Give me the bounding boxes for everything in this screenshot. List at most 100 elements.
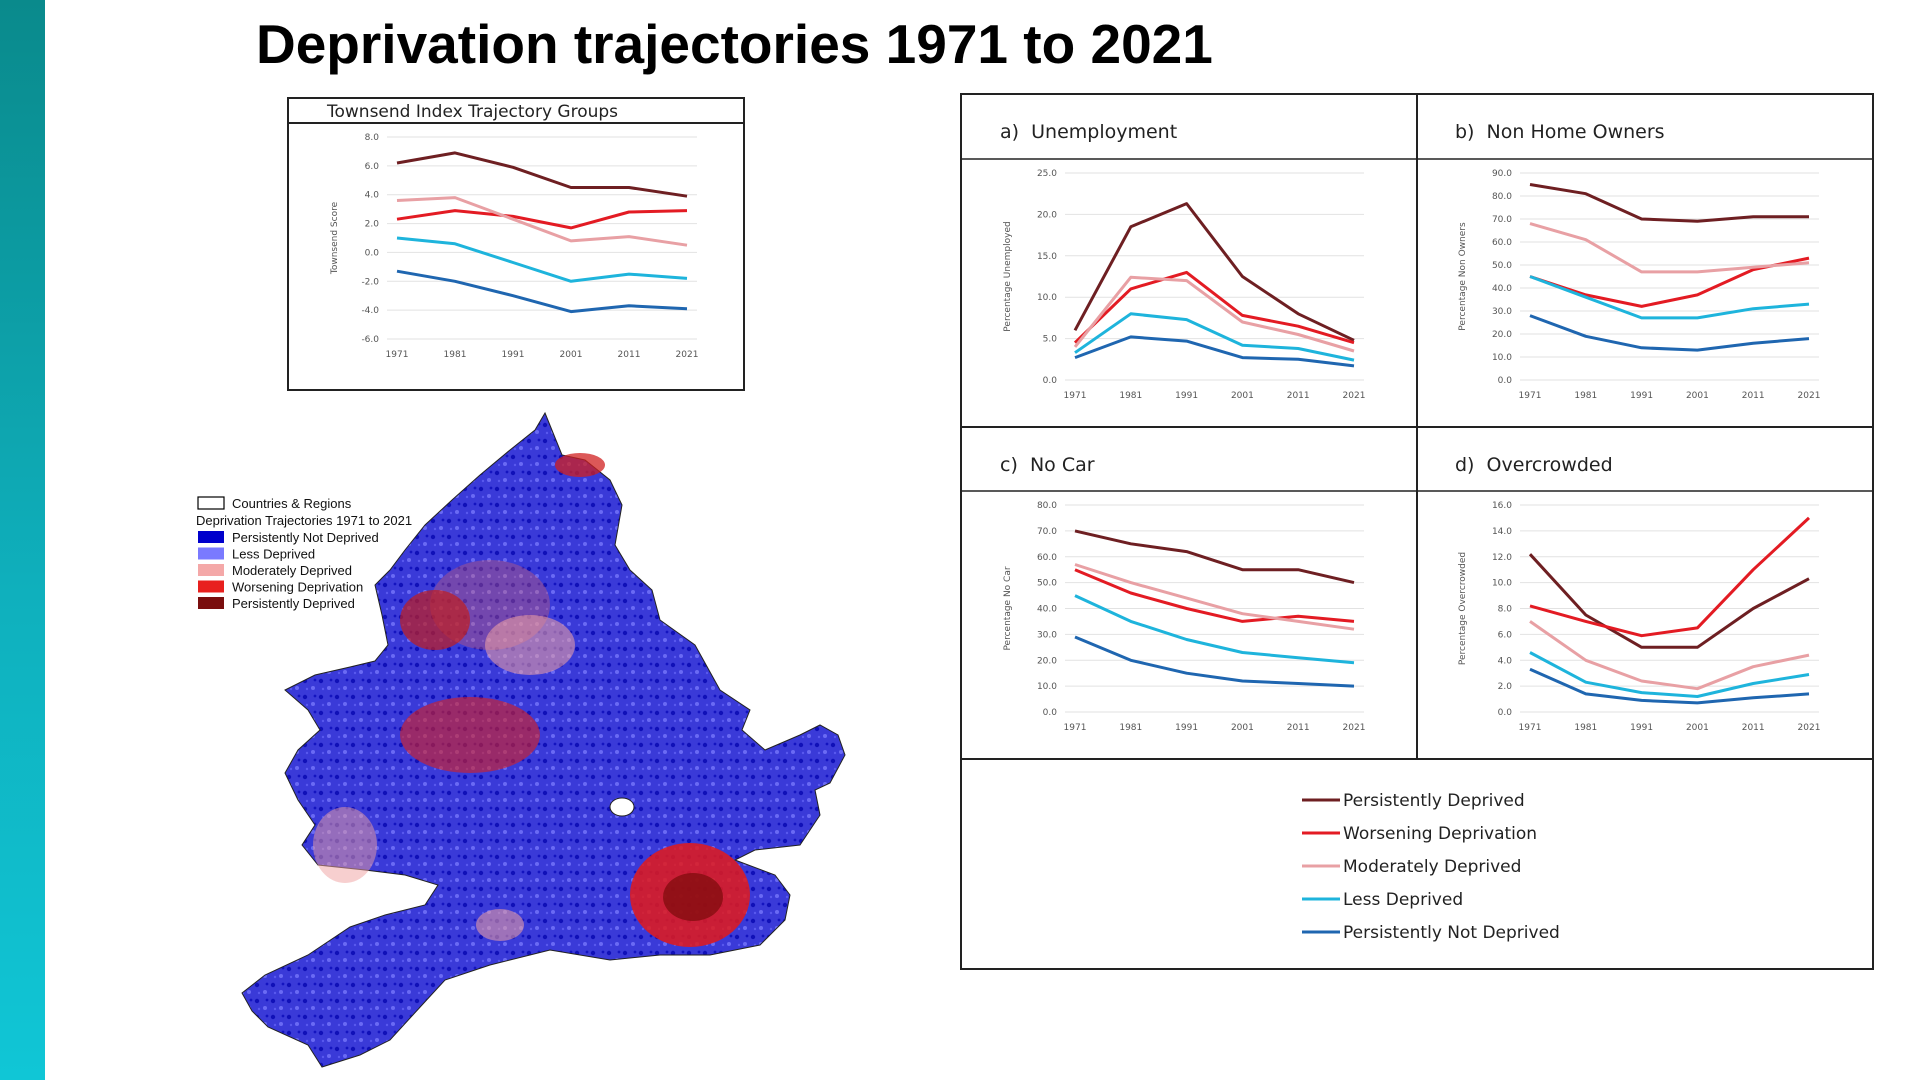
panel-c-ytick-label: 40.0 [1037, 605, 1057, 615]
panel-c-series-persistently-not-deprived [1074, 635, 1355, 688]
panel-c-xtick-label: 1981 [1119, 723, 1142, 733]
panel-d-ytick-label: 8.0 [1498, 605, 1513, 615]
panel-c-ytick-label: 50.0 [1037, 579, 1057, 589]
map-hotspot-northeast [555, 453, 605, 477]
townsend-ytick-label: 4.0 [365, 191, 380, 201]
townsend-chart: Townsend Index Trajectory Groups -6.0 -4.… [289, 102, 743, 360]
panel-a-xtick-label: 2001 [1231, 391, 1254, 401]
panel-b-xtick-label: 1981 [1574, 391, 1597, 401]
map-legend: Countries & Regions Deprivation Trajecto… [196, 496, 412, 611]
panel-d-xtick-label: 1991 [1630, 723, 1653, 733]
england-wales-map [241, 411, 846, 1068]
panel-b-ytick-label: 60.0 [1492, 238, 1512, 248]
legend-label-worsening-deprivation: Worsening Deprivation [1343, 824, 1537, 844]
panel-b-xtick-label: 2011 [1742, 391, 1765, 401]
panel-d-plot-area: 0.0 2.0 4.0 6.0 8.0 10.0 12.0 14.0 16.0 1971 1981 1… [1458, 501, 1820, 733]
panel-d-xtick-label: 2021 [1798, 723, 1821, 733]
legend-label-persistently-deprived: Persistently Deprived [1343, 791, 1525, 811]
panel-d-ytick-label: 14.0 [1492, 527, 1512, 537]
panel-d-series-less-deprived [1529, 651, 1810, 698]
townsend-ytick-label: 6.0 [365, 162, 380, 172]
legend-label-persistently-not-deprived: Persistently Not Deprived [1343, 923, 1560, 943]
panel-d-ytick-label: 4.0 [1498, 656, 1513, 666]
panel-a-y-axis-label: Percentage Unemployed [1003, 221, 1013, 331]
panel-c-ytick-label: 20.0 [1037, 656, 1057, 666]
panel-c-ytick-label: 30.0 [1037, 630, 1057, 640]
side-accent-bar [0, 0, 45, 1080]
panel-a-ytick-label: 10.0 [1037, 293, 1057, 303]
townsend-ytick-label: -6.0 [361, 335, 379, 345]
panel-b-series-moderately-deprived [1529, 222, 1810, 274]
panel-c-xtick-label: 1971 [1064, 723, 1087, 733]
map-hotspot-midlands [400, 697, 540, 773]
panel-a-ytick-label: 15.0 [1037, 252, 1057, 262]
panel-b-ytick-label: 40.0 [1492, 284, 1512, 294]
panel-legend: Persistently Deprived Worsening Deprivati… [1302, 791, 1560, 943]
panel-b-series-persistently-not-deprived [1529, 314, 1810, 352]
panel-d-series-persistently-not-deprived [1529, 667, 1810, 705]
map-legend-swatch-persistently-not-deprived [198, 531, 224, 543]
panel-figure: a) Unemployment b) Non Home Owners c) No… [962, 95, 1872, 943]
map-legend-swatch-persistently-deprived [198, 597, 224, 609]
panel-a-series-worsening-deprivation [1073, 270, 1355, 345]
panel-c-series-moderately-deprived [1074, 563, 1355, 631]
map-legend-label-worsening-deprivation: Worsening Deprivation [232, 580, 363, 595]
panel-a-plot-area: 0.0 5.0 10.0 15.0 20.0 25.0 1971 1981 1991 2001 20… [1003, 169, 1365, 401]
panel-d-y-axis-label: Percentage Overcrowded [1458, 552, 1468, 665]
map-white-patch [609, 797, 635, 817]
panel-b-title: b) Non Home Owners [1455, 121, 1665, 143]
map-legend-swatch-less-deprived [198, 547, 224, 560]
map-legend-label-persistently-deprived: Persistently Deprived [232, 596, 355, 611]
legend-label-moderately-deprived: Moderately Deprived [1343, 857, 1521, 877]
panel-c-series-less-deprived [1074, 594, 1355, 665]
panel-d-series-persistently-deprived [1528, 553, 1810, 649]
panel-c-y-axis-label: Percentage No Car [1003, 566, 1013, 650]
panel-a-series-moderately-deprived [1073, 275, 1355, 353]
panel-c-ytick-label: 80.0 [1037, 501, 1057, 511]
panel-b-ytick-label: 30.0 [1492, 307, 1512, 317]
slide-title: Deprivation trajectories 1971 to 2021 [256, 13, 1213, 75]
townsend-xtick-label: 1971 [386, 350, 409, 360]
panel-b-ytick-label: 20.0 [1492, 330, 1512, 340]
townsend-series-less-deprived [396, 236, 688, 283]
panel-d-xtick-label: 1981 [1574, 723, 1597, 733]
panel-b-series-persistently-deprived [1529, 183, 1809, 223]
map-legend-swatch-worsening-deprivation [198, 580, 224, 593]
townsend-plot-area: -6.0 -4.0 -2.0 0.0 2.0 4.0 6.0 8.0 1971 1981 1991 2… [330, 133, 698, 360]
map-legend-items: Persistently Not Deprived Less DeprivedMo… [198, 530, 379, 611]
panel-a-xtick-label: 1991 [1175, 391, 1198, 401]
panel-d-series-moderately-deprived [1529, 620, 1810, 691]
townsend-xtick-label: 2021 [676, 350, 699, 360]
townsend-series-persistently-deprived [396, 151, 688, 198]
panel-c-ytick-label: 70.0 [1037, 527, 1057, 537]
panel-figure-box: a) Unemployment b) Non Home Owners c) No… [960, 93, 1874, 970]
panel-b-xtick-label: 1991 [1630, 391, 1653, 401]
panel-b-ytick-label: 0.0 [1498, 376, 1513, 386]
panel-b-plot-area: 0.0 10.0 20.0 30.0 40.0 50.0 60.0 70.0 80.0 90.0 1… [1458, 169, 1820, 401]
panel-c-ytick-label: 10.0 [1037, 682, 1057, 692]
panel-a-xtick-label: 1981 [1119, 391, 1142, 401]
panel-a-title: a) Unemployment [1000, 121, 1177, 143]
panel-c-ytick-label: 60.0 [1037, 553, 1057, 563]
panel-d-xtick-label: 1971 [1519, 723, 1542, 733]
panel-d-series-worsening-deprivation [1529, 516, 1811, 638]
panel-d-ytick-label: 0.0 [1498, 708, 1513, 718]
map-legend-boundary-swatch [197, 496, 225, 510]
panel-b-ytick-label: 50.0 [1492, 261, 1512, 271]
map-hotspot-lancashire [400, 590, 470, 650]
panel-a-series-persistently-deprived [1073, 202, 1355, 342]
map-legend-title: Deprivation Trajectories 1971 to 2021 [196, 513, 412, 528]
townsend-chart-box: Townsend Index Trajectory Groups -6.0 -4.… [287, 97, 745, 391]
townsend-ytick-label: 0.0 [365, 248, 380, 258]
panel-c-xtick-label: 1991 [1175, 723, 1198, 733]
panel-c-plot-area: 0.0 10.0 20.0 30.0 40.0 50.0 60.0 70.0 80.0 1971 1… [1003, 501, 1365, 733]
panel-a-ytick-label: 25.0 [1037, 169, 1057, 179]
townsend-ytick-label: 8.0 [365, 133, 380, 143]
panel-d-ytick-label: 6.0 [1498, 630, 1513, 640]
map-legend-label-persistently-not-deprived: Persistently Not Deprived [232, 530, 379, 545]
panel-c-xtick-label: 2011 [1287, 723, 1310, 733]
panel-d-title: d) Overcrowded [1455, 454, 1613, 476]
townsend-y-axis-label: Townsend Score [330, 201, 340, 275]
panel-a-series-persistently-not-deprived [1074, 335, 1355, 368]
map-legend-swatch-moderately-deprived [198, 564, 224, 576]
